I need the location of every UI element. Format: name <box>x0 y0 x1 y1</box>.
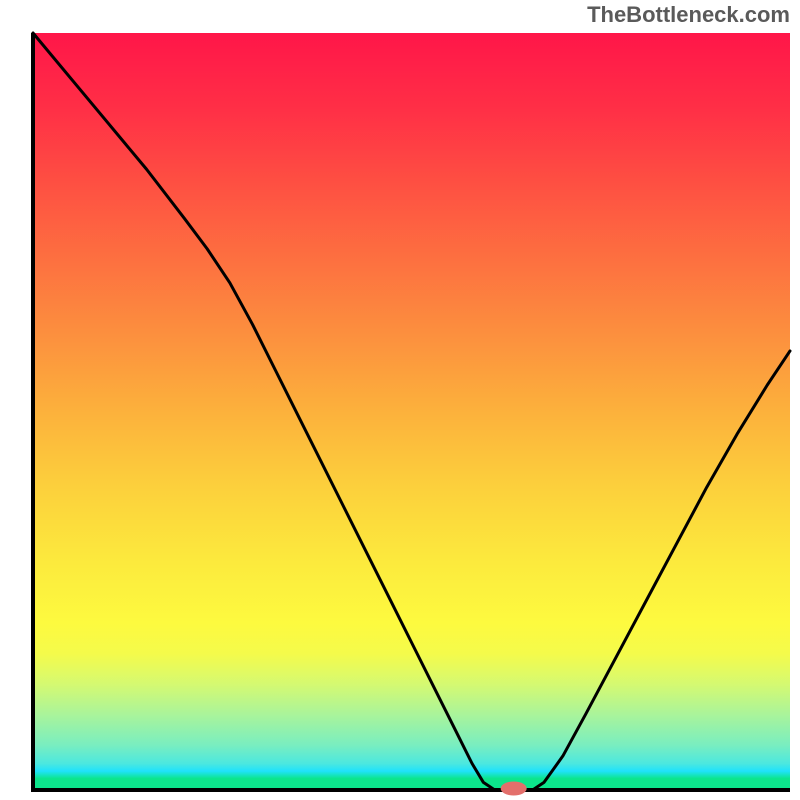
plot-gradient <box>33 33 790 790</box>
watermark-text: TheBottleneck.com <box>587 2 790 28</box>
valley-marker <box>501 781 527 795</box>
chart-container: { "watermark": { "text": "TheBottleneck.… <box>0 0 800 800</box>
bottleneck-chart <box>0 0 800 800</box>
